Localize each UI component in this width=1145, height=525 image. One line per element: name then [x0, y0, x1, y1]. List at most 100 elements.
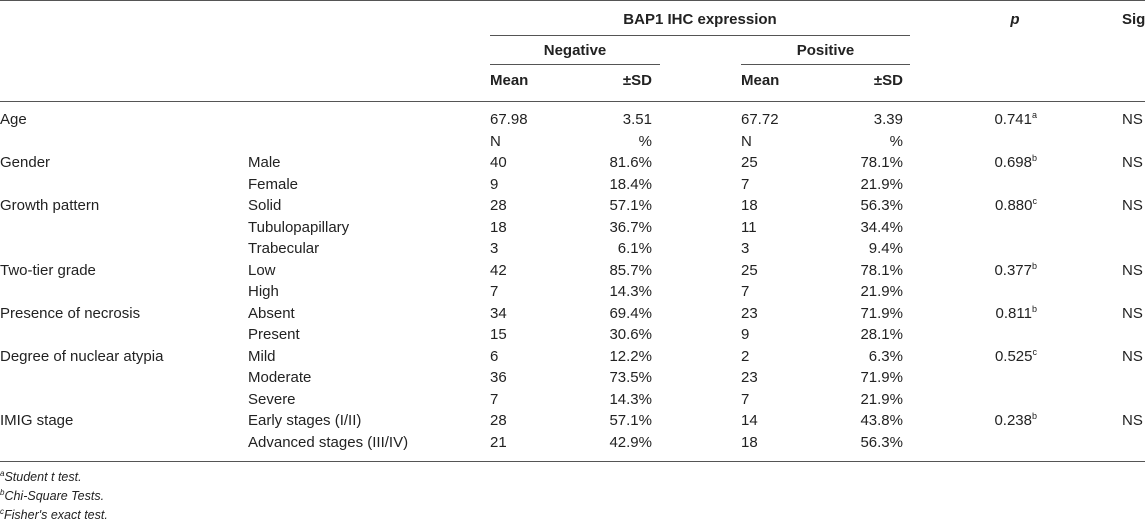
negative-value-b: 57.1% — [609, 412, 652, 429]
row-category: Low — [248, 262, 276, 279]
negative-value-a: 3 — [490, 240, 499, 257]
positive-value-b: 9.4% — [868, 240, 903, 257]
row-category: Tubulopapillary — [248, 219, 350, 236]
positive-value-a: 23 — [741, 305, 758, 322]
positive-value-b: 6.3% — [868, 348, 903, 365]
row-variable: Degree of nuclear atypia — [0, 348, 164, 365]
positive-value-a: 7 — [741, 283, 750, 300]
row-category: Advanced stages (III/IV) — [248, 434, 409, 451]
positive-value-a: 18 — [741, 434, 758, 451]
footnote: aStudent t test. — [0, 468, 82, 484]
positive-value-b: 78.1% — [860, 262, 903, 279]
sig-column-header: Sig — [1122, 11, 1145, 28]
row-category: Absent — [248, 305, 295, 322]
negative-value-a: 40 — [490, 154, 507, 171]
p-value-footnote-marker: b — [1031, 304, 1037, 314]
significance: NS — [1122, 154, 1143, 171]
positive-value-a: 7 — [741, 176, 750, 193]
p-column-header: p — [1010, 11, 1020, 28]
negative-sd-header: ±SD — [622, 72, 652, 89]
positive-value-a: 25 — [741, 262, 758, 279]
negative-value-a: 21 — [490, 434, 507, 451]
row-category: Trabecular — [248, 240, 320, 257]
negative-value-a: 18 — [490, 219, 507, 236]
positive-value-b: 28.1% — [860, 326, 903, 343]
negative-value-b: 18.4% — [609, 176, 652, 193]
negative-value-a: 15 — [490, 326, 507, 343]
positive-value-b: % — [889, 133, 903, 150]
negative-value-b: 14.3% — [609, 283, 652, 300]
p-value-footnote-marker: c — [1032, 347, 1038, 357]
negative-value-a: 7 — [490, 391, 499, 408]
positive-value-a: 9 — [741, 326, 750, 343]
negative-header: Negative — [543, 42, 607, 59]
negative-value-b: 69.4% — [609, 305, 652, 322]
p-value-footnote-marker: b — [1031, 411, 1037, 421]
significance: NS — [1122, 111, 1143, 128]
group-header-rule — [490, 35, 910, 36]
significance: NS — [1122, 305, 1143, 322]
positive-value-b: 56.3% — [860, 434, 903, 451]
negative-value-b: 36.7% — [609, 219, 652, 236]
table-top-rule — [0, 0, 1145, 1]
row-category: Early stages (I/II) — [248, 412, 362, 429]
positive-value-a: 23 — [741, 369, 758, 386]
significance: NS — [1122, 412, 1143, 429]
positive-value-a: N — [741, 133, 752, 150]
positive-value-b: 71.9% — [860, 305, 903, 322]
p-value: 0.525c — [994, 347, 1038, 366]
negative-value-a: 28 — [490, 197, 507, 214]
positive-sd-header: ±SD — [873, 72, 903, 89]
row-category: Female — [248, 176, 299, 193]
footnote-marker: c — [0, 506, 4, 516]
positive-value-b: 56.3% — [860, 197, 903, 214]
negative-value-b: 14.3% — [609, 391, 652, 408]
group-header-title: BAP1 IHC expression — [623, 11, 777, 28]
negative-header-rule — [490, 64, 660, 65]
negative-value-a: N — [490, 133, 501, 150]
negative-value-b: 3.51 — [622, 111, 652, 128]
positive-value-a: 18 — [741, 197, 758, 214]
negative-value-a: 67.98 — [490, 111, 528, 128]
negative-value-b: 30.6% — [609, 326, 652, 343]
p-value: 0.238b — [994, 411, 1037, 430]
positive-value-b: 21.9% — [860, 176, 903, 193]
row-variable: Gender — [0, 154, 51, 171]
significance: NS — [1122, 348, 1143, 365]
negative-value-b: 6.1% — [617, 240, 652, 257]
negative-value-a: 28 — [490, 412, 507, 429]
row-variable: Age — [0, 111, 27, 128]
p-value: 0.377b — [994, 261, 1037, 280]
p-value-footnote-marker: c — [1032, 196, 1038, 206]
negative-value-b: % — [638, 133, 652, 150]
positive-value-b: 71.9% — [860, 369, 903, 386]
negative-value-b: 81.6% — [609, 154, 652, 171]
negative-value-a: 6 — [490, 348, 499, 365]
negative-value-a: 42 — [490, 262, 507, 279]
footnote: bChi-Square Tests. — [0, 487, 105, 503]
positive-value-b: 21.9% — [860, 391, 903, 408]
negative-value-b: 85.7% — [609, 262, 652, 279]
row-category: Male — [248, 154, 281, 171]
positive-value-a: 2 — [741, 348, 750, 365]
positive-value-b: 78.1% — [860, 154, 903, 171]
p-value: 0.741a — [994, 110, 1037, 129]
row-variable: IMIG stage — [0, 412, 74, 429]
positive-value-b: 3.39 — [873, 111, 903, 128]
table-bottom-rule — [0, 461, 1145, 462]
header-bottom-rule — [0, 101, 1145, 102]
negative-value-b: 12.2% — [609, 348, 652, 365]
negative-value-a: 7 — [490, 283, 499, 300]
row-category: Mild — [248, 348, 276, 365]
positive-value-a: 11 — [741, 219, 757, 236]
negative-value-b: 73.5% — [609, 369, 652, 386]
significance: NS — [1122, 197, 1143, 214]
negative-value-a: 9 — [490, 176, 499, 193]
row-variable: Two-tier grade — [0, 262, 96, 279]
row-variable: Growth pattern — [0, 197, 100, 214]
p-value: 0.811b — [995, 304, 1037, 323]
positive-value-b: 34.4% — [860, 219, 903, 236]
footnote: cFisher's exact test. — [0, 506, 108, 522]
significance: NS — [1122, 262, 1143, 279]
row-category: Solid — [248, 197, 282, 214]
